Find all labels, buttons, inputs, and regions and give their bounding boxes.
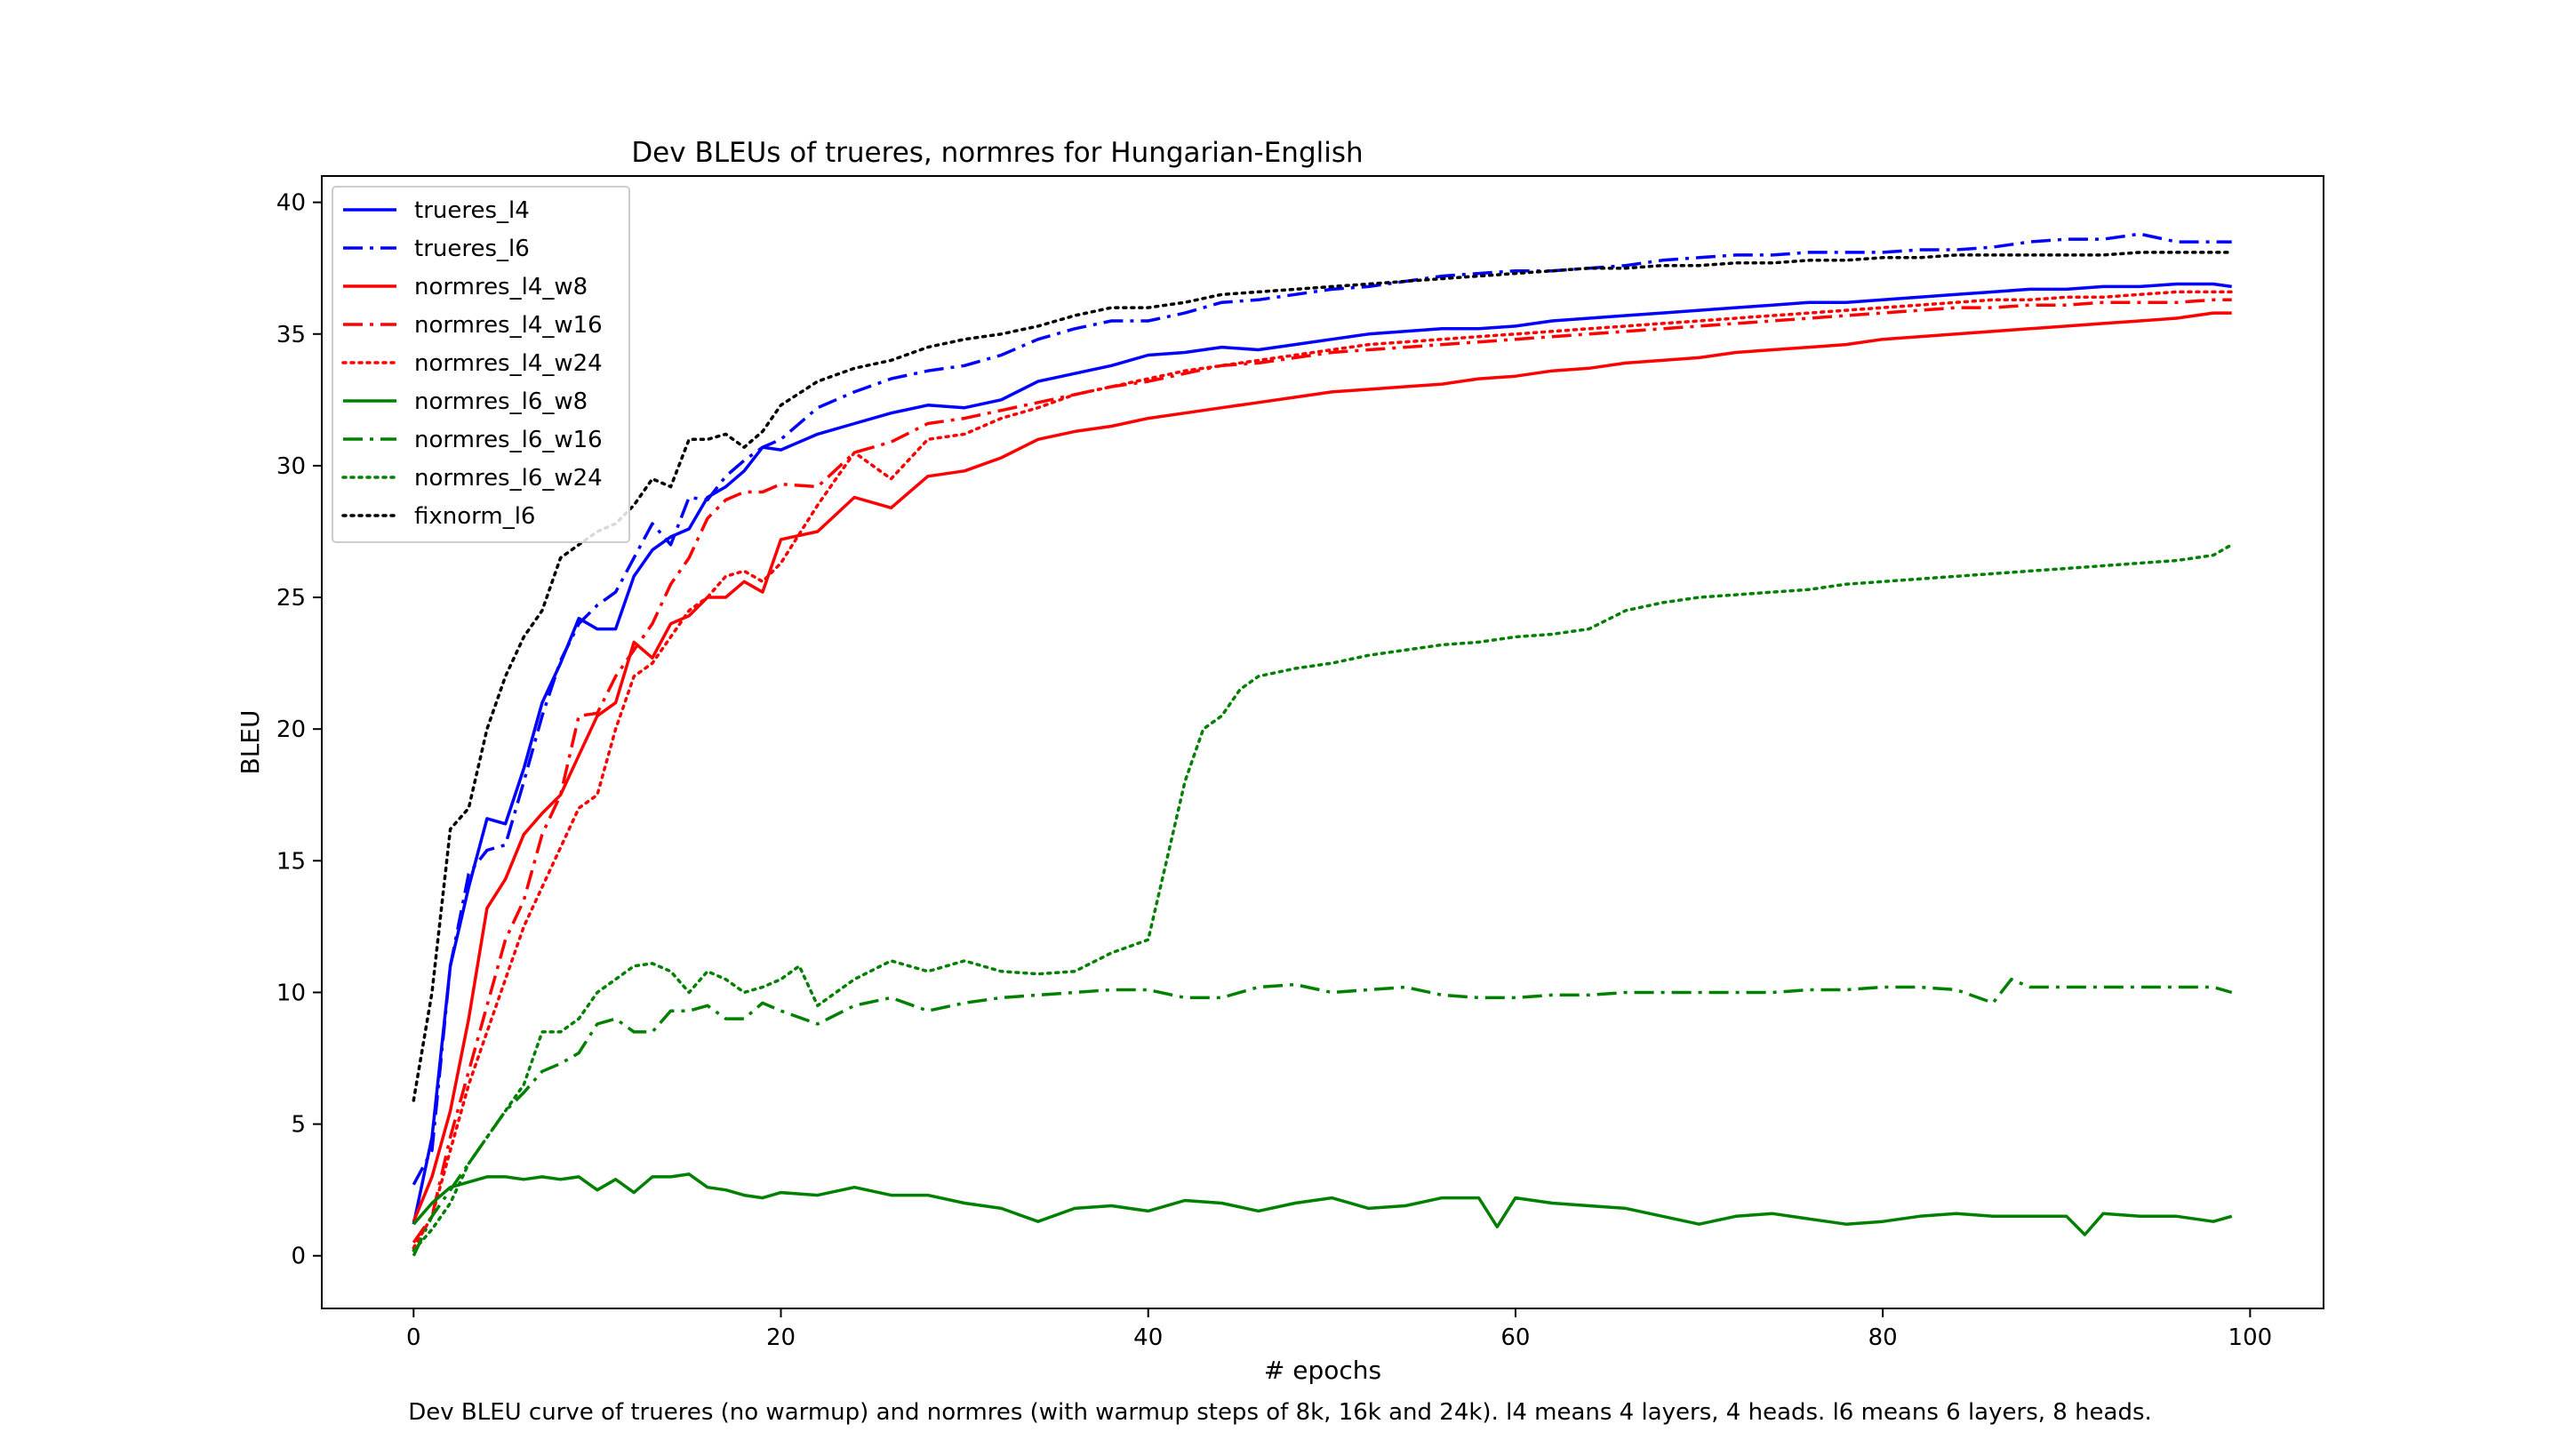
x-tick-label: 100 — [2228, 1324, 2273, 1351]
series-line-normres_l6_w8 — [412, 1172, 2233, 1236]
plot-frame — [321, 175, 2324, 1309]
series-line-normres_l4_w8 — [412, 311, 2232, 1222]
legend-frame — [332, 186, 630, 543]
y-tick-label: 15 — [276, 848, 306, 875]
legend-label-normres_l4_w8: normres_l4_w8 — [414, 274, 588, 300]
y-axis: 0 5 10 15 20 25 30 35 40 — [276, 190, 322, 1270]
y-tick-label: 30 — [276, 453, 306, 480]
legend-label-normres_l6_w16: normres_l6_w16 — [414, 427, 603, 453]
series-line-normres_l6_w24 — [412, 543, 2234, 1252]
series-layer — [412, 232, 2234, 1257]
y-tick-label: 10 — [276, 980, 306, 1006]
x-tick-label: 80 — [1868, 1324, 1898, 1351]
x-tick-label: 40 — [1133, 1324, 1163, 1351]
legend-label-normres_l6_w24: normres_l6_w24 — [414, 465, 603, 492]
series-line-normres_l6_w16 — [412, 977, 2233, 1257]
series-line-normres_l4_w24 — [412, 290, 2234, 1250]
legend-label-normres_l4_w16: normres_l4_w16 — [414, 312, 603, 339]
y-axis-label: BLEU — [236, 710, 265, 775]
y-tick-label: 0 — [291, 1244, 306, 1270]
legend-label-normres_l4_w24: normres_l4_w24 — [414, 350, 603, 377]
y-tick-label: 35 — [276, 322, 306, 348]
legend: trueres_l4 trueres_l6 normres_l4_w8normres… — [332, 186, 630, 543]
series-line-normres_l4_w16 — [412, 298, 2232, 1244]
x-tick-label: 20 — [766, 1324, 796, 1351]
series-line-fixnorm_l6 — [412, 251, 2234, 1102]
x-tick-label: 0 — [406, 1324, 421, 1351]
x-tick-label: 60 — [1500, 1324, 1530, 1351]
legend-label-normres_l6_w8: normres_l6_w8 — [414, 388, 588, 415]
x-axis-label: # epochs — [1264, 1356, 1381, 1385]
series-line-trueres_l4 — [412, 282, 2232, 1225]
series-line-trueres_l6 — [412, 232, 2232, 1186]
y-tick-label: 25 — [276, 585, 306, 612]
legend-label-fixnorm_l6: fixnorm_l6 — [414, 503, 535, 530]
y-tick-label: 20 — [276, 716, 306, 743]
y-tick-label: 40 — [276, 190, 306, 217]
chart-title: Dev BLEUs of trueres, normres for Hungar… — [631, 137, 1363, 169]
x-axis: 0 20 40 60 80 100 — [406, 1308, 2272, 1351]
legend-label-trueres_l4: trueres_l4 — [414, 197, 530, 224]
legend-label-trueres_l6: trueres_l6 — [414, 236, 530, 262]
y-tick-label: 5 — [291, 1112, 306, 1139]
figure-caption: Dev BLEU curve of trueres (no warmup) an… — [408, 1399, 2152, 1426]
